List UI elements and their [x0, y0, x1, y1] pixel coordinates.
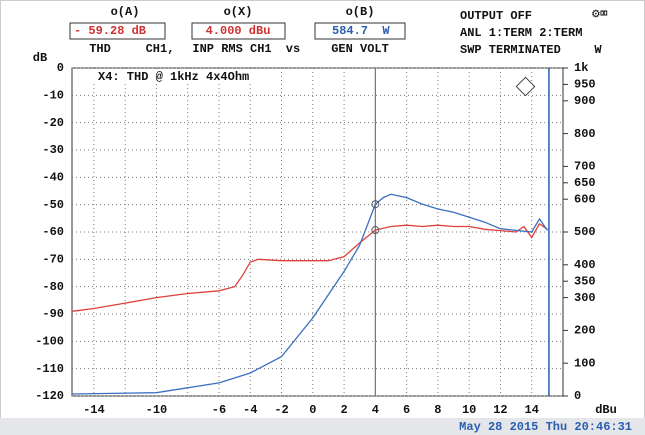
y2-tick-label: 600 — [574, 192, 596, 206]
y-tick-label: -100 — [35, 335, 64, 349]
y2-tick-label: 350 — [574, 274, 596, 288]
x-tick-label: -2 — [274, 403, 288, 417]
function-label: THD — [89, 42, 111, 56]
readout-label: o(X) — [224, 5, 253, 19]
y2-tick-label: 1k — [574, 61, 588, 75]
y2-tick-label: 800 — [574, 127, 596, 141]
x-tick-label: 12 — [493, 403, 507, 417]
readout: - 59.28 dB — [74, 24, 146, 38]
readout-label: o(A) — [111, 5, 140, 19]
cursor-marker — [371, 226, 380, 235]
y2-tick-label: 400 — [574, 258, 596, 272]
status-text: SWP TERMINATED — [460, 43, 561, 57]
series-line — [71, 222, 548, 312]
annotation: X4: THD @ 1kHz 4x4Ohm — [98, 70, 249, 84]
function-label: GEN VOLT — [331, 42, 389, 56]
x-axis-label: dBu — [595, 403, 617, 417]
x-tick-label: 10 — [462, 403, 476, 417]
x-tick-label: -6 — [212, 403, 226, 417]
y-tick-label: -50 — [42, 198, 64, 212]
y2-tick-label: 650 — [574, 176, 596, 190]
x-tick-label: 8 — [434, 403, 441, 417]
y2-tick-label: 100 — [574, 356, 596, 370]
x-tick-label: -10 — [146, 403, 168, 417]
x-tick-label: 4 — [372, 403, 379, 417]
y2-tick-label: 300 — [574, 291, 596, 305]
y2-tick-label: 900 — [574, 94, 596, 108]
y-tick-label: -110 — [35, 362, 64, 376]
x-tick-label: 2 — [340, 403, 347, 417]
y-tick-label: -30 — [42, 143, 64, 157]
y2-axis-label: W — [594, 43, 602, 57]
readout: 584.7 W — [332, 24, 390, 38]
logo — [515, 76, 536, 97]
function-label: vs — [286, 42, 300, 56]
icon: ⚙⌧ — [592, 6, 608, 21]
y-tick-label: -20 — [42, 116, 64, 130]
x-tick-label: 6 — [403, 403, 410, 417]
y2-tick-label: 950 — [574, 78, 596, 92]
timestamp: May 28 2015 Thu 20:46:31 — [459, 420, 632, 434]
y-tick-label: -10 — [42, 89, 64, 103]
x-tick-label: -14 — [83, 403, 105, 417]
cursor-marker — [371, 200, 380, 209]
readout: 4.000 dBu — [206, 24, 271, 38]
y2-tick-label: 0 — [574, 389, 581, 403]
x-tick-label: 0 — [309, 403, 316, 417]
y-tick-label: 0 — [57, 61, 64, 75]
x-tick-label: -4 — [243, 403, 257, 417]
status-text: ANL 1:TERM 2:TERM — [460, 26, 582, 40]
status-text: OUTPUT OFF — [460, 9, 532, 23]
series-line — [71, 193, 548, 395]
y-tick-label: -70 — [42, 253, 64, 267]
y2-tick-label: 700 — [574, 160, 596, 174]
y-tick-label: -120 — [35, 389, 64, 403]
status-bar — [0, 418, 645, 435]
readout-box — [69, 22, 166, 40]
function-label: INP RMS CH1 — [192, 42, 271, 56]
y-tick-label: -60 — [42, 225, 64, 239]
y-tick-label: -80 — [42, 280, 64, 294]
readout-box — [191, 22, 286, 40]
y-tick-label: -40 — [42, 171, 64, 185]
y2-tick-label: 500 — [574, 225, 596, 239]
readout-box — [314, 22, 406, 40]
y-axis-label: dB — [33, 51, 47, 65]
function-label: CH1, — [146, 42, 175, 56]
readout-label: o(B) — [346, 5, 375, 19]
annotation-bg — [93, 69, 263, 83]
y2-tick-label: 200 — [574, 324, 596, 338]
x-tick-label: 14 — [525, 403, 539, 417]
y-tick-label: -90 — [42, 307, 64, 321]
